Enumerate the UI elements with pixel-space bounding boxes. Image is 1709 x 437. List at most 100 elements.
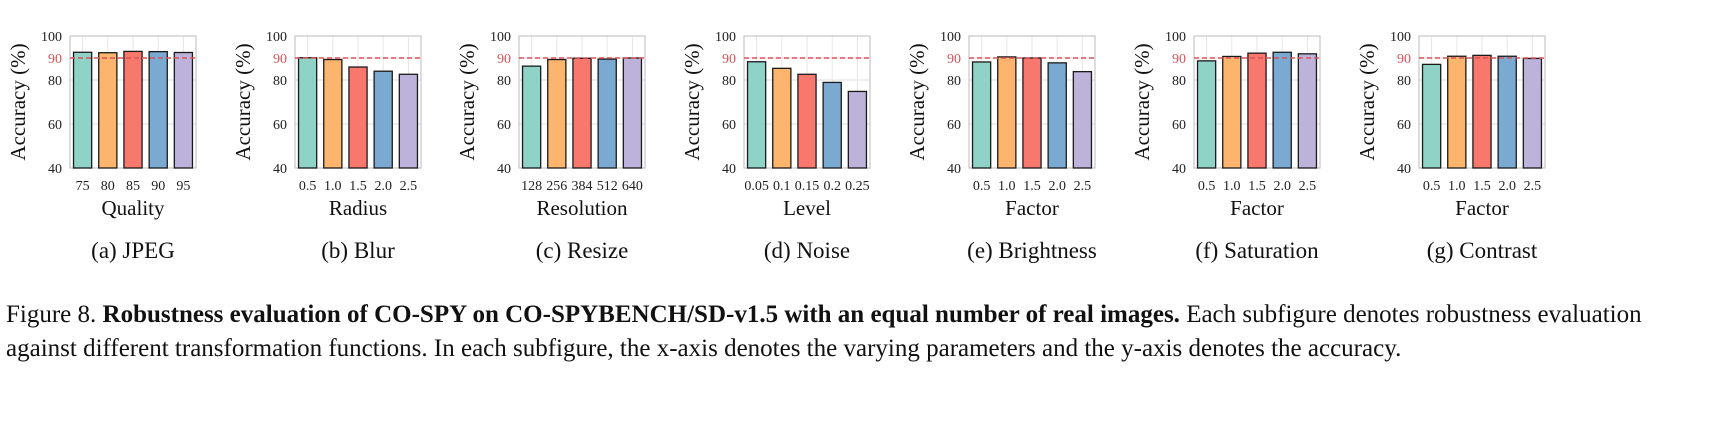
x-tick-label: 1.5 [349, 179, 367, 194]
chart-panel-2: 40 60 80 90 100 0.5 1.0 1.5 2.0 2.5 Radius Accuracy… [231, 30, 422, 263]
y-tick-label: 40 [1172, 162, 1186, 177]
bar [997, 56, 1017, 169]
bar [398, 73, 419, 169]
bar [822, 81, 842, 169]
subfigure-caption: (a) JPEG [91, 238, 175, 263]
bar [1047, 62, 1067, 169]
y-tick-label: 90 [273, 52, 287, 67]
y-tick-label: 90 [48, 52, 62, 67]
bar [746, 61, 767, 169]
figure-panels: 40 60 80 90 100 75 80 85 90 95 Quality Accuracy (%)… [6, 30, 1546, 263]
y-tick-label: 100 [715, 30, 736, 45]
bar [1522, 57, 1543, 169]
bar [72, 51, 93, 169]
x-tick-label: 0.25 [845, 179, 870, 194]
bar [622, 57, 643, 169]
bar [1472, 54, 1492, 169]
y-axis-label: Accuracy (%) [680, 43, 704, 160]
bar [173, 51, 194, 169]
subfigure-caption: (b) Blur [321, 238, 395, 263]
bar [148, 50, 168, 169]
y-tick-label: 40 [722, 162, 736, 177]
y-tick-label: 40 [48, 162, 62, 177]
y-tick-label: 60 [722, 118, 736, 133]
y-tick-label: 60 [273, 118, 287, 133]
x-tick-label: 256 [546, 179, 567, 194]
x-tick-label: 640 [622, 179, 643, 194]
x-tick-label: 80 [101, 179, 115, 194]
y-tick-label: 80 [722, 74, 736, 89]
x-axis-label: Factor [1455, 196, 1509, 220]
y-tick-label: 80 [273, 74, 287, 89]
y-tick-label: 100 [490, 30, 511, 45]
caption-body: Each subfigure denotes robustness evalua… [6, 301, 1642, 362]
y-tick-label: 90 [497, 52, 511, 67]
y-axis-label: Accuracy (%) [231, 43, 255, 160]
x-axis-label: Quality [102, 196, 165, 220]
x-tick-label: 85 [126, 179, 140, 194]
chart-panel-5: 40 60 80 90 100 0.5 1.0 1.5 2.0 2.5 Factor Accuracy… [905, 30, 1097, 263]
bar [297, 57, 318, 169]
y-tick-label: 90 [947, 52, 961, 67]
x-tick-label: 0.05 [744, 179, 769, 194]
x-tick-label: 1.0 [324, 179, 342, 194]
y-tick-label: 90 [722, 52, 736, 67]
caption-bold-title: Robustness evaluation of CO-SPY on CO-SP… [102, 301, 1180, 328]
y-tick-label: 40 [947, 162, 961, 177]
bar [521, 65, 542, 169]
y-axis-label: Accuracy (%) [1130, 43, 1154, 160]
y-axis-label: Accuracy (%) [1355, 43, 1379, 160]
y-tick-label: 100 [1390, 30, 1411, 45]
y-tick-label: 80 [1397, 74, 1411, 89]
x-axis-label: Factor [1230, 196, 1284, 220]
x-tick-label: 2.0 [1048, 179, 1066, 194]
bar [1497, 55, 1517, 169]
bar [323, 58, 343, 169]
y-tick-label: 80 [1172, 74, 1186, 89]
bar [847, 90, 868, 169]
bar [1297, 53, 1318, 169]
y-tick-label: 60 [497, 118, 511, 133]
bar [373, 70, 393, 169]
y-axis-label: Accuracy (%) [455, 43, 479, 160]
chart-panel-6: 40 60 80 90 100 0.5 1.0 1.5 2.0 2.5 Factor Accuracy… [1130, 30, 1321, 263]
x-tick-label: 2.0 [374, 179, 392, 194]
y-tick-label: 60 [48, 118, 62, 133]
subfigure-caption: (e) Brightness [967, 238, 1097, 263]
x-tick-label: 0.1 [773, 179, 791, 194]
x-tick-label: 1.0 [998, 179, 1016, 194]
y-tick-label: 100 [266, 30, 287, 45]
bar [1222, 55, 1242, 169]
figure-caption: Figure 8. Robustness evaluation of CO-SP… [6, 298, 1706, 366]
x-tick-label: 2.5 [1524, 179, 1542, 194]
y-tick-label: 60 [947, 118, 961, 133]
x-tick-label: 0.15 [795, 179, 820, 194]
bar [597, 58, 617, 169]
bar [1022, 57, 1042, 169]
x-tick-label: 0.5 [299, 179, 317, 194]
subfigure-caption: (d) Noise [764, 238, 850, 263]
y-tick-label: 80 [947, 74, 961, 89]
y-tick-label: 40 [497, 162, 511, 177]
x-tick-label: 0.5 [973, 179, 991, 194]
y-tick-label: 80 [48, 74, 62, 89]
x-tick-label: 0.2 [823, 179, 841, 194]
x-tick-label: 1.0 [1448, 179, 1466, 194]
x-tick-label: 2.5 [1299, 179, 1317, 194]
bar [123, 50, 143, 169]
x-tick-label: 2.5 [400, 179, 418, 194]
bar [1447, 55, 1467, 169]
bar [547, 58, 567, 169]
y-tick-label: 40 [1397, 162, 1411, 177]
x-axis-label: Factor [1005, 196, 1059, 220]
bar [572, 57, 592, 169]
y-tick-label: 90 [1172, 52, 1186, 67]
y-axis-label: Accuracy (%) [6, 43, 30, 160]
x-tick-label: 384 [572, 179, 593, 194]
x-tick-label: 1.0 [1223, 179, 1241, 194]
y-tick-label: 80 [497, 74, 511, 89]
x-tick-label: 95 [176, 179, 190, 194]
x-tick-label: 512 [597, 179, 618, 194]
chart-panel-4: 40 60 80 90 100 0.05 0.1 0.15 0.2 0.25 Level Accura… [680, 30, 871, 263]
x-tick-label: 90 [151, 179, 165, 194]
